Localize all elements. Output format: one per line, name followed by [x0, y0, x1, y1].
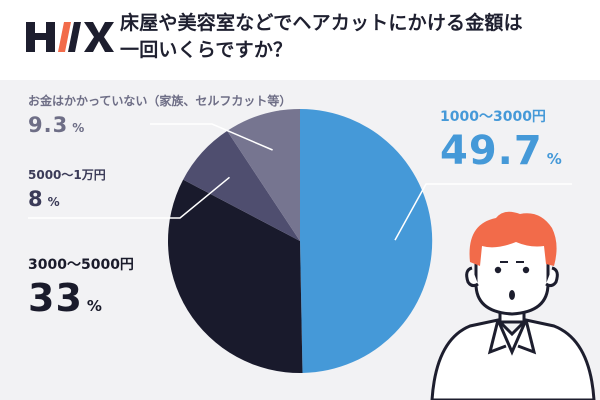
- label-3000-5000-category: 3000〜5000円: [28, 257, 134, 273]
- label-no-cost-category: お金はかかっていない（家族、セルフカット等）: [28, 94, 292, 108]
- leader-1000-3000: [394, 183, 572, 241]
- label-5000-10000: 5000〜1万円 8%: [28, 166, 106, 211]
- label-5000-10000-value: 8%: [28, 187, 106, 211]
- label-no-cost-value: 9.3%: [28, 113, 291, 137]
- label-3000-5000-unit: %: [86, 297, 102, 315]
- label-no-cost: お金はかかっていない（家族、セルフカット等） 9.3%: [28, 92, 291, 137]
- label-5000-10000-number: 8: [28, 187, 44, 211]
- label-no-cost-unit: %: [72, 121, 85, 135]
- title-line-1: 床屋や美容室などでヘアカットにかける金額は: [120, 12, 523, 34]
- label-3000-5000-value: 33%: [28, 276, 134, 320]
- label-3000-5000: 3000〜5000円 33%: [28, 254, 134, 320]
- label-1000-3000-value: 49.7%: [440, 128, 562, 174]
- label-1000-3000-number: 49.7: [440, 128, 543, 174]
- slice-1000-3000: [300, 108, 433, 373]
- slice-5000-10000: [183, 130, 300, 241]
- label-3000-5000-number: 33: [28, 276, 83, 320]
- leader-no-cost: [150, 123, 273, 151]
- title-line-2: 一回いくらですか？: [120, 39, 293, 61]
- leader-5000-10000: [28, 176, 230, 219]
- label-1000-3000-unit: %: [546, 150, 562, 168]
- label-1000-3000: 1000〜3000円 49.7%: [440, 106, 562, 174]
- page-title: 床屋や美容室などでヘアカットにかける金額は 一回いくらですか？: [120, 10, 580, 64]
- logo: [26, 22, 114, 52]
- label-no-cost-number: 9.3: [28, 113, 69, 137]
- label-5000-10000-category: 5000〜1万円: [28, 168, 106, 182]
- person-illustration: [430, 211, 596, 400]
- header: 床屋や美容室などでヘアカットにかける金額は 一回いくらですか？: [0, 0, 600, 72]
- slice-3000-5000: [167, 179, 303, 374]
- label-1000-3000-category: 1000〜3000円: [440, 109, 546, 125]
- slice-no-cost: [227, 109, 300, 241]
- label-5000-10000-unit: %: [47, 195, 60, 209]
